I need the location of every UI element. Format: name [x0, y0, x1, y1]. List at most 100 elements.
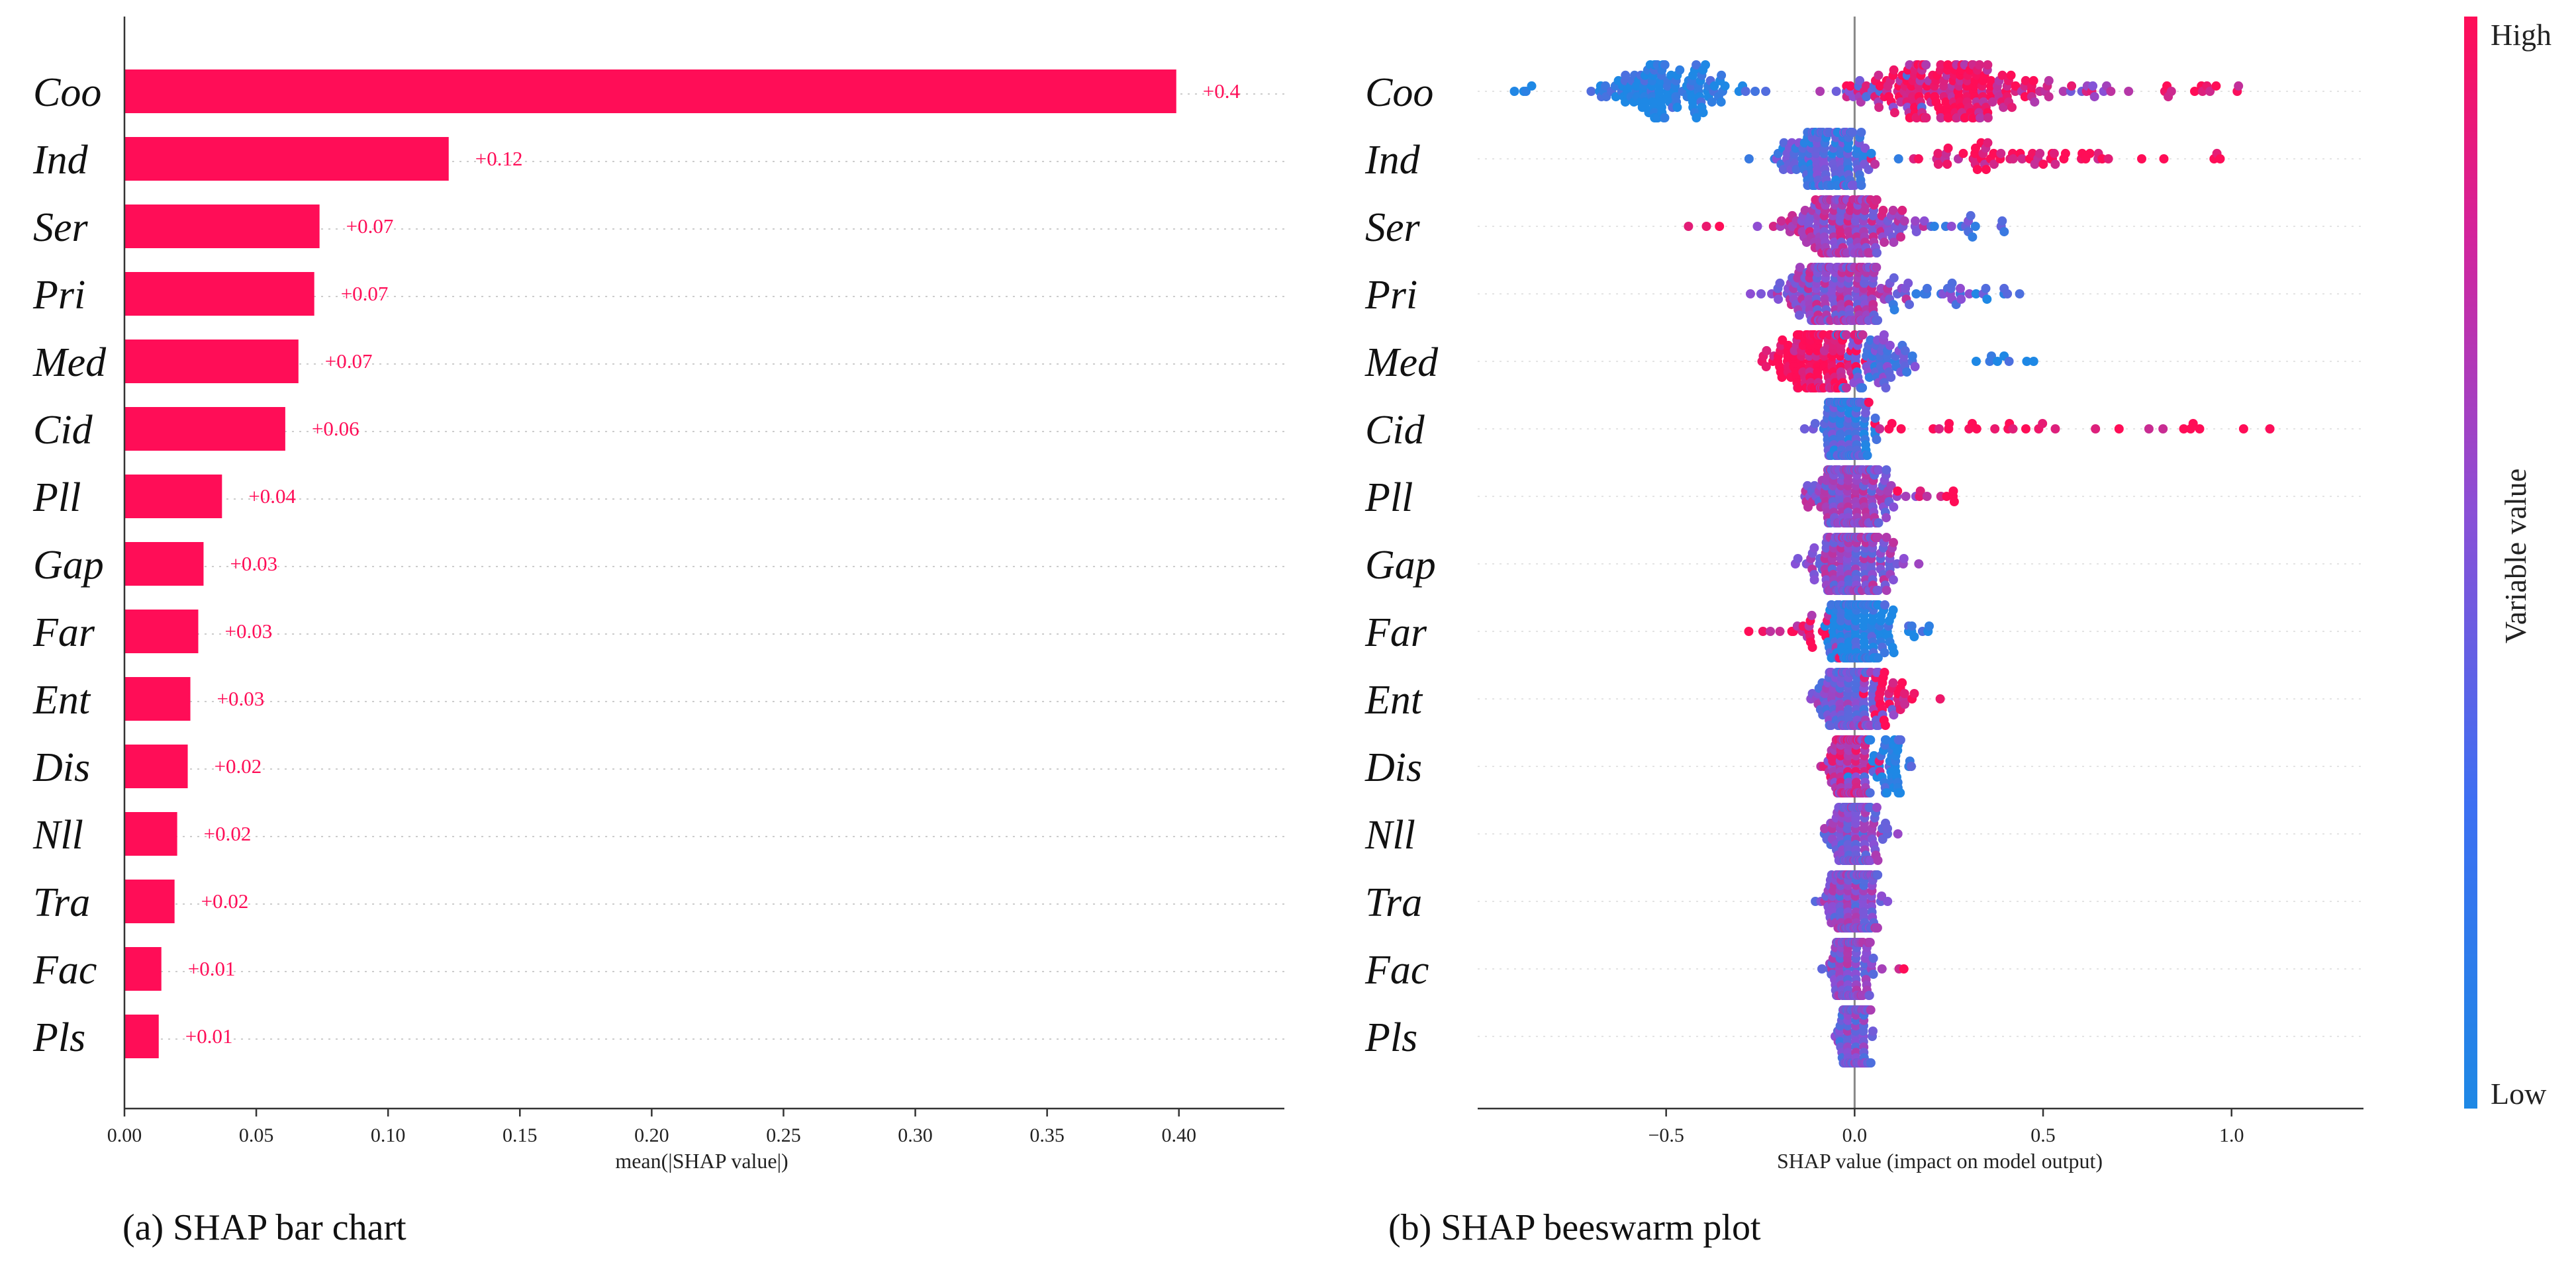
beeswarm-point [2007, 103, 2017, 113]
beeswarm-point [1996, 148, 2006, 158]
beeswarm-point [1885, 340, 1895, 350]
beeswarm-point [2158, 424, 2168, 433]
beeswarm-point [1911, 289, 1921, 298]
beeswarm-point [1845, 81, 1855, 91]
beeswarm-point [1692, 60, 1701, 69]
beeswarm-point [1672, 103, 1682, 113]
beeswarm-point [1873, 316, 1883, 325]
beeswarm-point [1897, 678, 1907, 688]
beeswarm-point [1909, 632, 1919, 641]
beeswarm-point [1815, 87, 1825, 96]
beeswarm-point [1889, 273, 1899, 283]
bar-feature-label: Nll [32, 813, 83, 858]
beeswarm-point [2265, 424, 2275, 433]
bar-x-tick-label: 0.00 [107, 1124, 142, 1146]
beeswarm-point [1888, 205, 1898, 215]
beeswarm-point [1675, 65, 1685, 75]
beeswarm-point [1889, 710, 1899, 720]
beeswarm-point [2050, 160, 2060, 169]
beeswarm-point [1896, 232, 1905, 242]
beeswarm-point [1925, 621, 1934, 631]
beeswarm-x-tick-label: −0.5 [1648, 1124, 1684, 1146]
beeswarm-point [1660, 60, 1670, 69]
beeswarm-point [2067, 81, 2077, 91]
beeswarm-point [1774, 295, 1784, 304]
beeswarm-feature-label: Dis [1364, 745, 1422, 790]
bar-cid [124, 407, 285, 451]
beeswarm-point [1936, 113, 1946, 122]
beeswarm-point [1756, 289, 1766, 298]
beeswarm-point [2215, 154, 2225, 163]
beeswarm-point [1943, 60, 1953, 69]
colorbar-title: Variable value [2499, 469, 2532, 643]
bar-chart-bars [124, 69, 1176, 1058]
beeswarm-point [2166, 87, 2176, 96]
beeswarm-point [1874, 70, 1884, 80]
beeswarm-point [1968, 232, 1978, 242]
beeswarm-point [1964, 289, 1974, 298]
beeswarm-point [1799, 424, 1809, 433]
bar-value-label: +0.02 [201, 889, 249, 913]
beeswarm-point [1795, 263, 1805, 272]
beeswarm-point [1882, 586, 1891, 595]
beeswarm-point [1856, 181, 1866, 190]
beeswarm-point [1942, 160, 1952, 169]
beeswarm-point [2004, 357, 2014, 366]
beeswarm-point [1943, 113, 1953, 122]
bar-value-label: +0.04 [248, 484, 296, 508]
beeswarm-point [2085, 148, 2095, 158]
bar-value-label: +0.06 [312, 417, 359, 440]
beeswarm-point [1895, 788, 1905, 798]
beeswarm-feature-label: Pri [1364, 273, 1417, 318]
bar-feature-label: Fac [32, 948, 97, 993]
bar-pls [124, 1015, 159, 1058]
beeswarm-point [2114, 424, 2124, 433]
beeswarm-point [1970, 222, 1980, 231]
shap-beeswarm-plot: Coo Ind Ser Pri Med Cid Pll Gap Far Ent Dis Nll Tra F… [1364, 17, 2552, 1248]
beeswarm-point [1707, 97, 1717, 107]
beeswarm-point [1944, 419, 1954, 428]
beeswarm-point [1870, 413, 1880, 423]
beeswarm-point [1793, 383, 1803, 392]
beeswarm-point [1899, 964, 1909, 974]
beeswarm-point [1874, 518, 1884, 527]
beeswarm-point [1862, 451, 1872, 460]
beeswarm-point [1750, 87, 1760, 96]
beeswarm-point [1987, 351, 1996, 361]
beeswarm-point [2106, 87, 2116, 96]
beeswarm-point [1879, 330, 1889, 340]
beeswarm-point [1936, 60, 1946, 69]
bar-feature-label: Ent [32, 678, 91, 723]
bar-chart-x-axis-label: mean(|SHAP value|) [615, 1149, 788, 1173]
beeswarm-feature-label: Fac [1364, 948, 1429, 993]
beeswarm-point [1990, 424, 2000, 433]
beeswarm-point [1858, 383, 1868, 392]
beeswarm-point [1761, 362, 1771, 371]
beeswarm-point [2017, 154, 2027, 163]
bar-pll [124, 475, 222, 518]
beeswarm-point [1698, 108, 1708, 118]
bar-value-label: +0.01 [188, 957, 236, 980]
beeswarm-point [2144, 424, 2154, 433]
beeswarm-point [1872, 263, 1882, 272]
beeswarm-point [1856, 128, 1866, 137]
beeswarm-point [1810, 419, 1820, 428]
beeswarm-point [1982, 295, 1992, 304]
beeswarm-point [1717, 70, 1727, 80]
beeswarm-point [1889, 305, 1899, 315]
beeswarm-point [1527, 81, 1537, 91]
bar-value-label: +0.07 [325, 349, 373, 373]
beeswarm-point [1715, 222, 1725, 231]
beeswarm-point [1868, 953, 1878, 963]
beeswarm-point [2159, 154, 2169, 163]
bar-fac [124, 947, 162, 991]
beeswarm-point [1866, 148, 1876, 158]
beeswarm-point [1910, 362, 1920, 371]
beeswarm-point [1868, 970, 1878, 979]
bar-value-label: +0.03 [217, 687, 265, 710]
beeswarm-point [1778, 335, 1788, 345]
beeswarm-point [1761, 87, 1771, 96]
beeswarm-point [1684, 222, 1693, 231]
beeswarm-point [1775, 278, 1785, 288]
beeswarm-point [2022, 357, 2032, 366]
